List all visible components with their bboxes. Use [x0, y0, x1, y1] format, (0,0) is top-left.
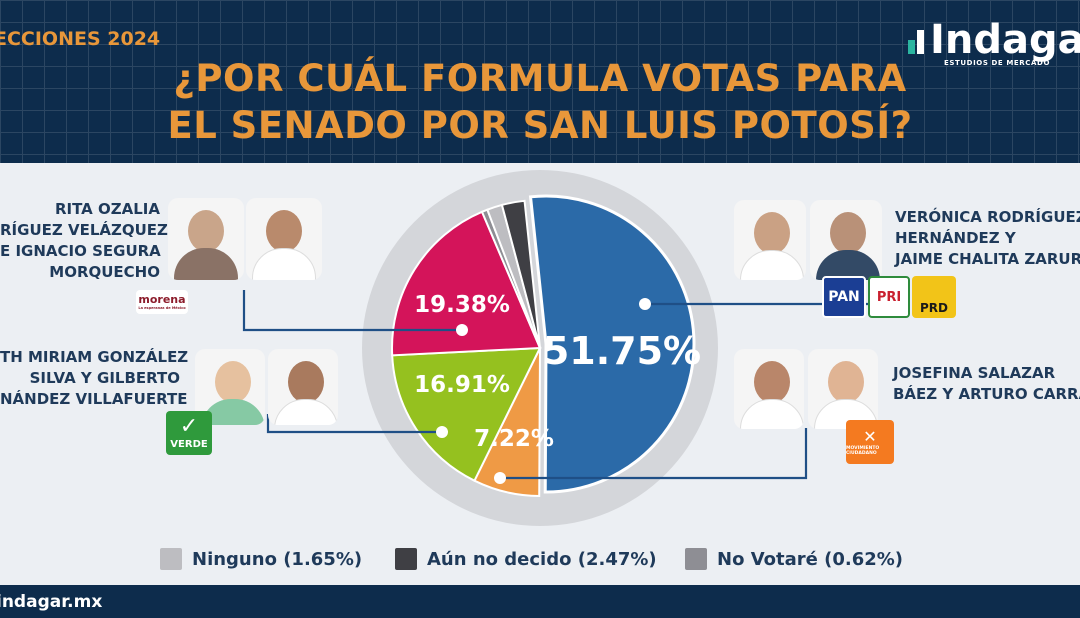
photo-head	[215, 361, 251, 403]
photo-head	[266, 210, 302, 252]
verde-logo: ✓ VERDE	[166, 411, 212, 455]
photo-head	[754, 212, 790, 254]
candidate-verde-line1: TH MIRIAM GONZÁLEZ	[0, 348, 189, 366]
candidate-verde-line2: SILVA Y GILBERTO	[29, 369, 180, 387]
legend-label-aun-no-decido: Aún no decido (2.47%)	[427, 548, 657, 570]
connector-mc	[500, 428, 808, 480]
connector-morena	[242, 290, 462, 332]
candidate-alianza-line2: HERNÁNDEZ Y	[895, 229, 1016, 247]
candidate-morena-names: RITA OZALIA RÍGUEZ VELÁZQUEZ E IGNACIO S…	[0, 199, 168, 283]
candidate-morena-photo-1	[168, 198, 244, 280]
verde-v-icon: ✓	[179, 414, 199, 439]
mc-logo-text: MOVIMIENTO CIUDADANO	[846, 446, 880, 456]
candidate-morena-line4: MORQUECHO	[49, 263, 160, 281]
pan-logo: PAN	[822, 276, 866, 318]
candidate-morena-line1: RITA OZALIA	[54, 200, 160, 218]
connector-verde	[266, 414, 442, 434]
indagar-logo: Indagar ESTUDIOS DE MERCADO	[908, 18, 1080, 68]
connector-dot-morena	[456, 324, 468, 336]
title-line-2: EL SENADO POR SAN LUIS POTOSÍ?	[167, 104, 913, 147]
photo-head	[828, 361, 864, 403]
slice-label-alianza: 51.75%	[543, 329, 701, 373]
photo-body	[274, 399, 338, 425]
candidate-verde-line3: NÁNDEZ VILLAFUERTE	[0, 390, 188, 408]
slice-label-verde: 16.91%	[414, 372, 510, 398]
legend-swatch-aun-no-decido	[395, 548, 417, 570]
legend-label-ninguno: Ninguno (1.65%)	[192, 548, 363, 570]
header-grid-pattern	[0, 0, 1080, 163]
morena-logo-tagline: La esperanza de México	[138, 305, 186, 310]
legend-item-aun-no-decido: Aún no decido (2.47%)	[395, 546, 657, 572]
photo-body	[740, 250, 804, 280]
candidate-alianza-line1: VERÓNICA RODRÍGUEZ	[895, 208, 1080, 226]
mc-logo: ✕ MOVIMIENTO CIUDADANO	[846, 420, 894, 464]
pie-slice-2	[391, 346, 542, 483]
logo-bars-icon	[908, 30, 934, 54]
candidate-alianza-names: VERÓNICA RODRÍGUEZ HERNÁNDEZ Y JAIME CHA…	[895, 207, 1080, 270]
candidate-mc-line2: BÁEZ Y ARTURO CARRA	[893, 385, 1080, 403]
photo-head	[288, 361, 324, 403]
photo-body	[174, 248, 238, 280]
morena-logo-text: morena	[138, 292, 186, 306]
connector-dot-verde	[436, 426, 448, 438]
photo-body	[252, 248, 316, 280]
prd-logo: PRD	[912, 276, 956, 318]
pri-logo: PRI	[868, 276, 910, 318]
candidate-morena-line2: RÍGUEZ VELÁZQUEZ	[0, 221, 168, 239]
photo-body	[740, 399, 804, 429]
connector-dot-alianza	[639, 298, 651, 310]
slice-label-mc: 7.22%	[474, 426, 554, 452]
logo-subtitle: ESTUDIOS DE MERCADO	[944, 59, 1051, 67]
photo-head	[830, 212, 866, 254]
candidate-alianza-photo-2	[810, 200, 882, 280]
verde-logo-text: VERDE	[170, 439, 208, 450]
legend-swatch-no-votare	[685, 548, 707, 570]
footer-url: indagar.mx	[0, 592, 103, 612]
header-banner: ECCIONES 2024 ¿POR CUÁL FORMULA VOTAS PA…	[0, 0, 1080, 163]
slice-label-morena: 19.38%	[414, 292, 510, 318]
pie-slice-6	[500, 199, 541, 349]
pie-slice-3	[391, 210, 542, 357]
morena-logo: morena La esperanza de México	[136, 290, 188, 314]
mc-eagle-icon: ✕	[863, 427, 877, 446]
candidate-mc-photo-1	[734, 349, 804, 429]
candidate-mc-photo-2	[808, 349, 878, 429]
candidate-alianza-photo-1	[734, 200, 806, 280]
candidate-morena-photo-2	[246, 198, 322, 280]
candidate-verde-names: TH MIRIAM GONZÁLEZ SILVA Y GILBERTO NÁND…	[0, 347, 189, 410]
connector-dot-mc	[494, 472, 506, 484]
candidate-mc-line1: JOSEFINA SALAZAR	[893, 364, 1056, 382]
photo-head	[188, 210, 224, 252]
legend-swatch-ninguno	[160, 548, 182, 570]
photo-head	[754, 361, 790, 403]
elections-eyebrow: ECCIONES 2024	[0, 28, 161, 50]
title-line-1: ¿POR CUÁL FORMULA VOTAS PARA	[173, 57, 907, 100]
legend-label-no-votare: No Votaré (0.62%)	[717, 548, 904, 570]
page-title: ¿POR CUÁL FORMULA VOTAS PARA EL SENADO P…	[120, 55, 960, 149]
footer-bar: indagar.mx	[0, 585, 1080, 618]
legend-item-ninguno: Ninguno (1.65%)	[160, 546, 362, 572]
logo-wordmark: Indagar	[930, 17, 1080, 63]
candidate-mc-names: JOSEFINA SALAZAR BÁEZ Y ARTURO CARRA	[893, 363, 1080, 405]
candidate-morena-line3: E IGNACIO SEGURA	[0, 242, 161, 260]
candidate-verde-photo-2	[268, 349, 338, 425]
candidate-alianza-line3: JAIME CHALITA ZARUR	[895, 250, 1080, 268]
legend-item-no-votare: No Votaré (0.62%)	[685, 546, 903, 572]
